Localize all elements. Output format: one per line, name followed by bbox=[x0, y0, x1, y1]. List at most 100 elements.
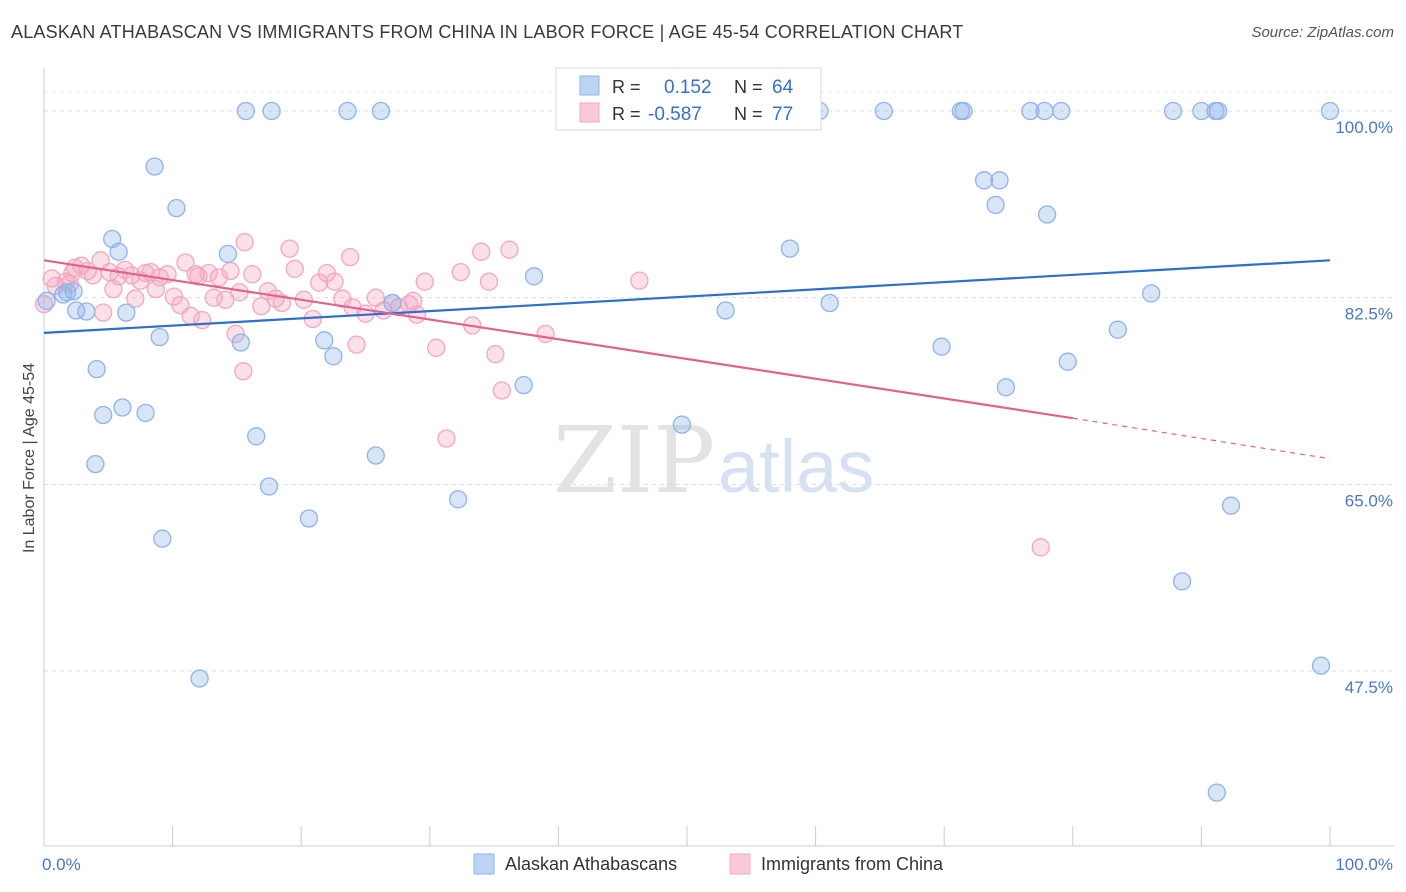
athabascan-point-23 bbox=[262, 101, 281, 121]
china-point-31 bbox=[209, 268, 229, 287]
athabascan-point-40 bbox=[932, 337, 951, 356]
legend-r-pink: -0.587 bbox=[648, 104, 702, 125]
china-point-61 bbox=[427, 338, 446, 357]
china-point-47 bbox=[310, 273, 329, 292]
athabascan-point-60 bbox=[1311, 656, 1331, 675]
china-point-64 bbox=[472, 242, 491, 261]
athabascan-point-33 bbox=[524, 267, 544, 286]
athabascan-point-13 bbox=[145, 157, 164, 176]
china-point-44 bbox=[285, 259, 304, 279]
china-point-74 bbox=[403, 291, 423, 311]
china-point-62 bbox=[437, 429, 456, 448]
china-point-65 bbox=[486, 345, 505, 364]
x-tick-label-0: 0.0% bbox=[42, 855, 81, 874]
y-tick-label-0: 47.5% bbox=[1345, 678, 1393, 697]
china-point-36 bbox=[235, 233, 254, 252]
athabascan-point-0 bbox=[37, 291, 56, 311]
stats-legend: R = 0.152 N = 64 R = -0.587 N = 77 bbox=[555, 67, 822, 131]
watermark-zip: ZIP bbox=[553, 407, 715, 514]
legend-n-pink: 77 bbox=[772, 104, 793, 125]
athabascan-point-29 bbox=[371, 101, 391, 121]
athabascan-point-59 bbox=[1221, 496, 1241, 515]
svg-text:N =: N = bbox=[734, 77, 763, 97]
china-point-42 bbox=[272, 293, 292, 313]
china-point-52 bbox=[347, 335, 366, 354]
y-tick-label-1: 65.0% bbox=[1345, 491, 1393, 510]
y-tick-label-2: 82.5% bbox=[1345, 305, 1393, 324]
athabascan-point-27 bbox=[338, 101, 357, 121]
athabascan-point-10 bbox=[113, 398, 132, 417]
athabascan-point-6 bbox=[94, 405, 113, 425]
bottom-legend-swatch-pink bbox=[729, 853, 751, 875]
china-point-10 bbox=[94, 303, 113, 322]
athabascan-point-54 bbox=[1163, 101, 1183, 121]
athabascan-point-47 bbox=[1021, 101, 1040, 121]
axes bbox=[43, 68, 1394, 847]
china-point-0 bbox=[34, 294, 54, 314]
chart-source: Source: ZipAtlas.com bbox=[1251, 24, 1394, 41]
series-alaskan-athabascans-points bbox=[37, 101, 1340, 802]
china-point-51 bbox=[340, 247, 360, 267]
athabascan-point-5 bbox=[87, 359, 106, 379]
athabascan-point-21 bbox=[259, 477, 279, 496]
china-point-71 bbox=[63, 263, 82, 283]
athabascan-point-46 bbox=[996, 378, 1016, 397]
china-point-37 bbox=[234, 362, 253, 381]
athabascan-point-50 bbox=[1052, 101, 1071, 121]
china-trend-line bbox=[43, 259, 1073, 420]
athabascan-point-53 bbox=[1142, 284, 1161, 303]
athabascan-point-30 bbox=[383, 293, 402, 313]
athabascan-point-63 bbox=[57, 283, 77, 302]
athabascan-point-32 bbox=[514, 375, 533, 395]
series-legend: Alaskan Athabascans Immigrants from Chin… bbox=[473, 853, 944, 875]
athabascan-point-51 bbox=[1058, 352, 1077, 371]
china-point-43 bbox=[280, 239, 299, 258]
legend-swatch-blue bbox=[579, 75, 600, 96]
bottom-legend-label-pink: Immigrants from China bbox=[761, 854, 944, 874]
china-point-66 bbox=[492, 381, 511, 400]
athabascan-point-52 bbox=[1108, 320, 1127, 339]
athabascan-point-18 bbox=[218, 244, 238, 264]
grid-lines bbox=[44, 91, 1394, 672]
china-point-25 bbox=[176, 253, 195, 272]
athabascan-point-16 bbox=[167, 198, 186, 218]
athabascan-point-14 bbox=[150, 327, 169, 347]
china-point-16 bbox=[126, 289, 145, 308]
trend-lines bbox=[43, 259, 1331, 460]
athabascan-point-25 bbox=[315, 331, 334, 350]
legend-n-blue: 64 bbox=[772, 77, 794, 98]
athabascan-point-19 bbox=[231, 333, 250, 352]
china-point-68 bbox=[536, 324, 555, 344]
athabascan-point-55 bbox=[1172, 572, 1192, 591]
athabascan-point-45 bbox=[986, 195, 1005, 215]
china-point-63 bbox=[451, 262, 470, 282]
legend-r-blue: 0.152 bbox=[664, 77, 712, 98]
athabascan-point-58 bbox=[1208, 101, 1228, 121]
watermark-atlas: atlas bbox=[718, 425, 874, 508]
athabascan-point-20 bbox=[247, 427, 266, 446]
bottom-legend-swatch-blue bbox=[473, 853, 495, 875]
china-point-60 bbox=[415, 272, 434, 291]
y-tick-labels: 47.5% 65.0% 82.5% 100.0% bbox=[1335, 118, 1393, 697]
athabascan-point-26 bbox=[324, 347, 343, 366]
athabascan-point-48 bbox=[1035, 101, 1054, 121]
svg-text:R =: R = bbox=[612, 104, 641, 124]
athabascan-point-28 bbox=[366, 446, 385, 465]
athabascan-point-11 bbox=[117, 303, 136, 322]
china-point-38 bbox=[243, 265, 262, 284]
athabascan-point-49 bbox=[1037, 205, 1057, 224]
athabascan-point-44 bbox=[990, 171, 1009, 190]
athabascan-point-22 bbox=[236, 101, 256, 121]
china-trend-line-extrapolated bbox=[1072, 417, 1331, 460]
athabascan-point-43 bbox=[974, 171, 994, 190]
svg-text:N =: N = bbox=[734, 104, 763, 124]
athabascan-point-42 bbox=[954, 101, 973, 121]
athabascan-point-39 bbox=[874, 101, 893, 121]
china-point-33 bbox=[221, 261, 240, 281]
china-point-34 bbox=[226, 324, 245, 344]
china-point-32 bbox=[216, 290, 235, 309]
athabascan-point-12 bbox=[136, 403, 155, 423]
athabascan-point-7 bbox=[86, 454, 105, 474]
athabascan-point-9 bbox=[109, 242, 128, 261]
y-axis-label: In Labor Force | Age 45-54 bbox=[21, 363, 38, 553]
